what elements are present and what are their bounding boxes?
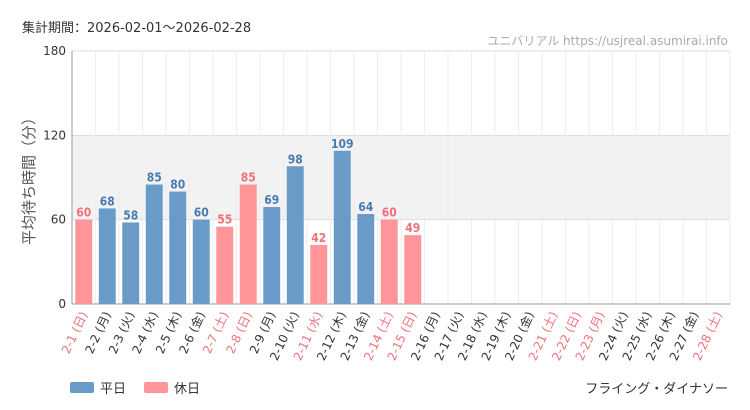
bar: [263, 207, 281, 304]
bar: [380, 219, 398, 304]
bar: [216, 226, 234, 304]
data-label: 85: [147, 171, 162, 185]
data-label: 109: [331, 137, 354, 151]
y-tick-label: 0: [58, 297, 66, 311]
y-tick-label: 180: [43, 44, 66, 58]
period-label: 集計期間：2026-02-01～2026-02-28: [22, 21, 252, 36]
data-label: 55: [217, 213, 232, 227]
data-label: 98: [288, 152, 303, 166]
bar: [145, 184, 163, 304]
data-label: 64: [358, 200, 374, 214]
y-tick-label: 60: [51, 213, 66, 227]
data-label: 85: [241, 171, 256, 185]
holiday-swatch: [144, 382, 169, 393]
legend-item-holiday: 休日: [144, 378, 200, 397]
data-label: 80: [170, 178, 185, 192]
bar: [169, 191, 187, 304]
bar: [75, 219, 93, 304]
bar: [192, 219, 210, 304]
legend-label-holiday: 休日: [174, 382, 201, 397]
legend-item-weekday: 平日: [70, 378, 126, 397]
data-label: 69: [264, 193, 279, 207]
data-label: 60: [382, 206, 397, 220]
bar: [404, 235, 422, 304]
legend: 平日 休日: [70, 378, 218, 397]
data-label: 58: [123, 208, 138, 222]
legend-label-weekday: 平日: [100, 382, 127, 397]
data-label: 49: [405, 221, 420, 235]
bar: [286, 166, 304, 304]
weekday-swatch: [70, 382, 94, 393]
bar: [122, 222, 140, 304]
bar: [357, 214, 375, 304]
data-label: 60: [194, 206, 209, 220]
data-label: 68: [100, 194, 115, 208]
y-axis-title: 平均待ち時間（分）: [20, 110, 38, 245]
bar: [333, 150, 351, 304]
site-credit: ユニバリアル https://usjreal.asumirai.info: [487, 34, 728, 48]
attraction-name: フライング・ダイナソー: [585, 382, 728, 397]
y-tick-label: 120: [43, 128, 66, 142]
bar: [239, 184, 257, 304]
bar: [98, 208, 116, 304]
data-label: 42: [311, 231, 326, 245]
data-label: 60: [76, 206, 91, 220]
bar: [310, 244, 328, 304]
